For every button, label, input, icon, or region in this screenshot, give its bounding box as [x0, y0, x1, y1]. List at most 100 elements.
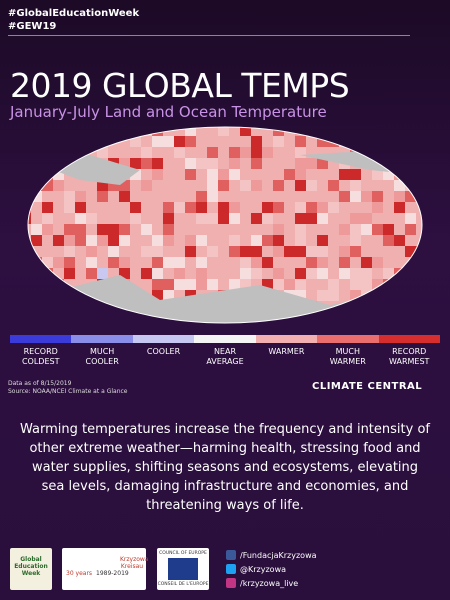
map-cell	[174, 147, 185, 158]
map-cell	[64, 301, 75, 312]
map-cell	[306, 180, 317, 191]
map-cell	[64, 191, 75, 202]
map-cell	[152, 268, 163, 279]
map-cell	[405, 147, 416, 158]
map-cell	[350, 268, 361, 279]
map-cell	[207, 169, 218, 180]
map-cell	[317, 290, 328, 301]
map-cell	[361, 224, 372, 235]
map-cell	[394, 235, 405, 246]
map-cell	[152, 323, 163, 330]
map-cell	[251, 180, 262, 191]
map-cell	[394, 180, 405, 191]
map-cell	[284, 279, 295, 290]
map-cell	[295, 136, 306, 147]
map-cell	[31, 323, 42, 330]
logo-text: COUNCIL OF EUROPE	[159, 551, 207, 556]
map-cell	[361, 268, 372, 279]
map-cell	[427, 125, 438, 136]
map-cell	[31, 279, 42, 290]
map-cell	[229, 323, 240, 330]
logo-coe: COUNCIL OF EUROPE CONSEIL DE L'EUROPE	[157, 548, 209, 590]
map-cell	[64, 202, 75, 213]
social-handle[interactable]: @Krzyzowa	[240, 564, 287, 574]
map-cell	[416, 169, 422, 180]
map-cell	[163, 224, 174, 235]
map-cell	[218, 169, 229, 180]
map-cell	[427, 202, 438, 213]
map-cell	[372, 224, 383, 235]
map-cell	[42, 301, 53, 312]
map-cell	[229, 169, 240, 180]
map-cell	[273, 323, 284, 330]
legend-label: MUCH WARMER	[329, 347, 366, 366]
map-cell	[416, 246, 422, 257]
map-cell	[31, 290, 42, 301]
map-cell	[405, 136, 416, 147]
map-cell	[251, 246, 262, 257]
map-cell	[350, 235, 361, 246]
map-cell	[416, 312, 422, 323]
logo-text: Krzyzowa Kreisau	[120, 556, 149, 570]
social-item: /FundacjaKrzyzowa	[226, 550, 317, 560]
map-cell	[262, 202, 273, 213]
map-cell	[53, 136, 64, 147]
map-cell	[273, 127, 284, 136]
map-cell	[64, 290, 75, 301]
social-handle[interactable]: /krzyzowa_live	[240, 578, 299, 588]
social-item: @Krzyzowa	[226, 564, 286, 574]
map-cell	[405, 279, 416, 290]
map-cell	[196, 235, 207, 246]
map-cell	[42, 290, 53, 301]
map-cell	[251, 158, 262, 169]
map-cell	[317, 213, 328, 224]
map-cell	[28, 213, 31, 224]
legend-swatch	[317, 335, 379, 343]
map-cell	[174, 257, 185, 268]
map-cell	[42, 323, 53, 330]
map-cell	[86, 246, 97, 257]
note: Data as of 8/15/2019	[8, 380, 72, 387]
map-cell	[119, 224, 130, 235]
map-cell	[75, 202, 86, 213]
map-cell	[207, 180, 218, 191]
map-cell	[31, 301, 42, 312]
map-cell	[207, 158, 218, 169]
map-cell	[427, 312, 438, 323]
map-cell	[75, 301, 86, 312]
map-cell	[427, 180, 438, 191]
map-cell	[273, 279, 284, 290]
map-cell	[383, 268, 394, 279]
map-cell	[427, 224, 438, 235]
legend-label: RECORD COLDEST	[21, 347, 60, 366]
map-cell	[284, 246, 295, 257]
social-handle[interactable]: /FundacjaKrzyzowa	[240, 550, 317, 560]
map-cell	[97, 323, 108, 330]
map-cell	[317, 158, 328, 169]
map-cell	[28, 158, 31, 169]
legend-label: WARMER	[268, 347, 305, 356]
map-cell	[273, 268, 284, 279]
map-cell	[207, 246, 218, 257]
map-cell	[383, 169, 394, 180]
map-cell	[86, 136, 97, 147]
map-cell	[108, 127, 119, 136]
map-cell	[416, 257, 422, 268]
map-cell	[196, 158, 207, 169]
map-cell	[394, 191, 405, 202]
map-cell	[28, 202, 31, 213]
map-cell	[383, 127, 394, 136]
map-cell	[405, 158, 416, 169]
legend: RECORD COLDEST MUCH COOLER COOLER NEAR AVER…	[10, 335, 440, 367]
map-cell	[240, 246, 251, 257]
map-cell	[350, 169, 361, 180]
map-cell	[108, 246, 119, 257]
legend-swatch	[132, 335, 195, 343]
map-cell	[383, 235, 394, 246]
legend-label: COOLER	[146, 347, 181, 356]
map-cell	[416, 191, 422, 202]
map-cell	[163, 235, 174, 246]
map-cell	[405, 191, 416, 202]
map-cell	[240, 257, 251, 268]
